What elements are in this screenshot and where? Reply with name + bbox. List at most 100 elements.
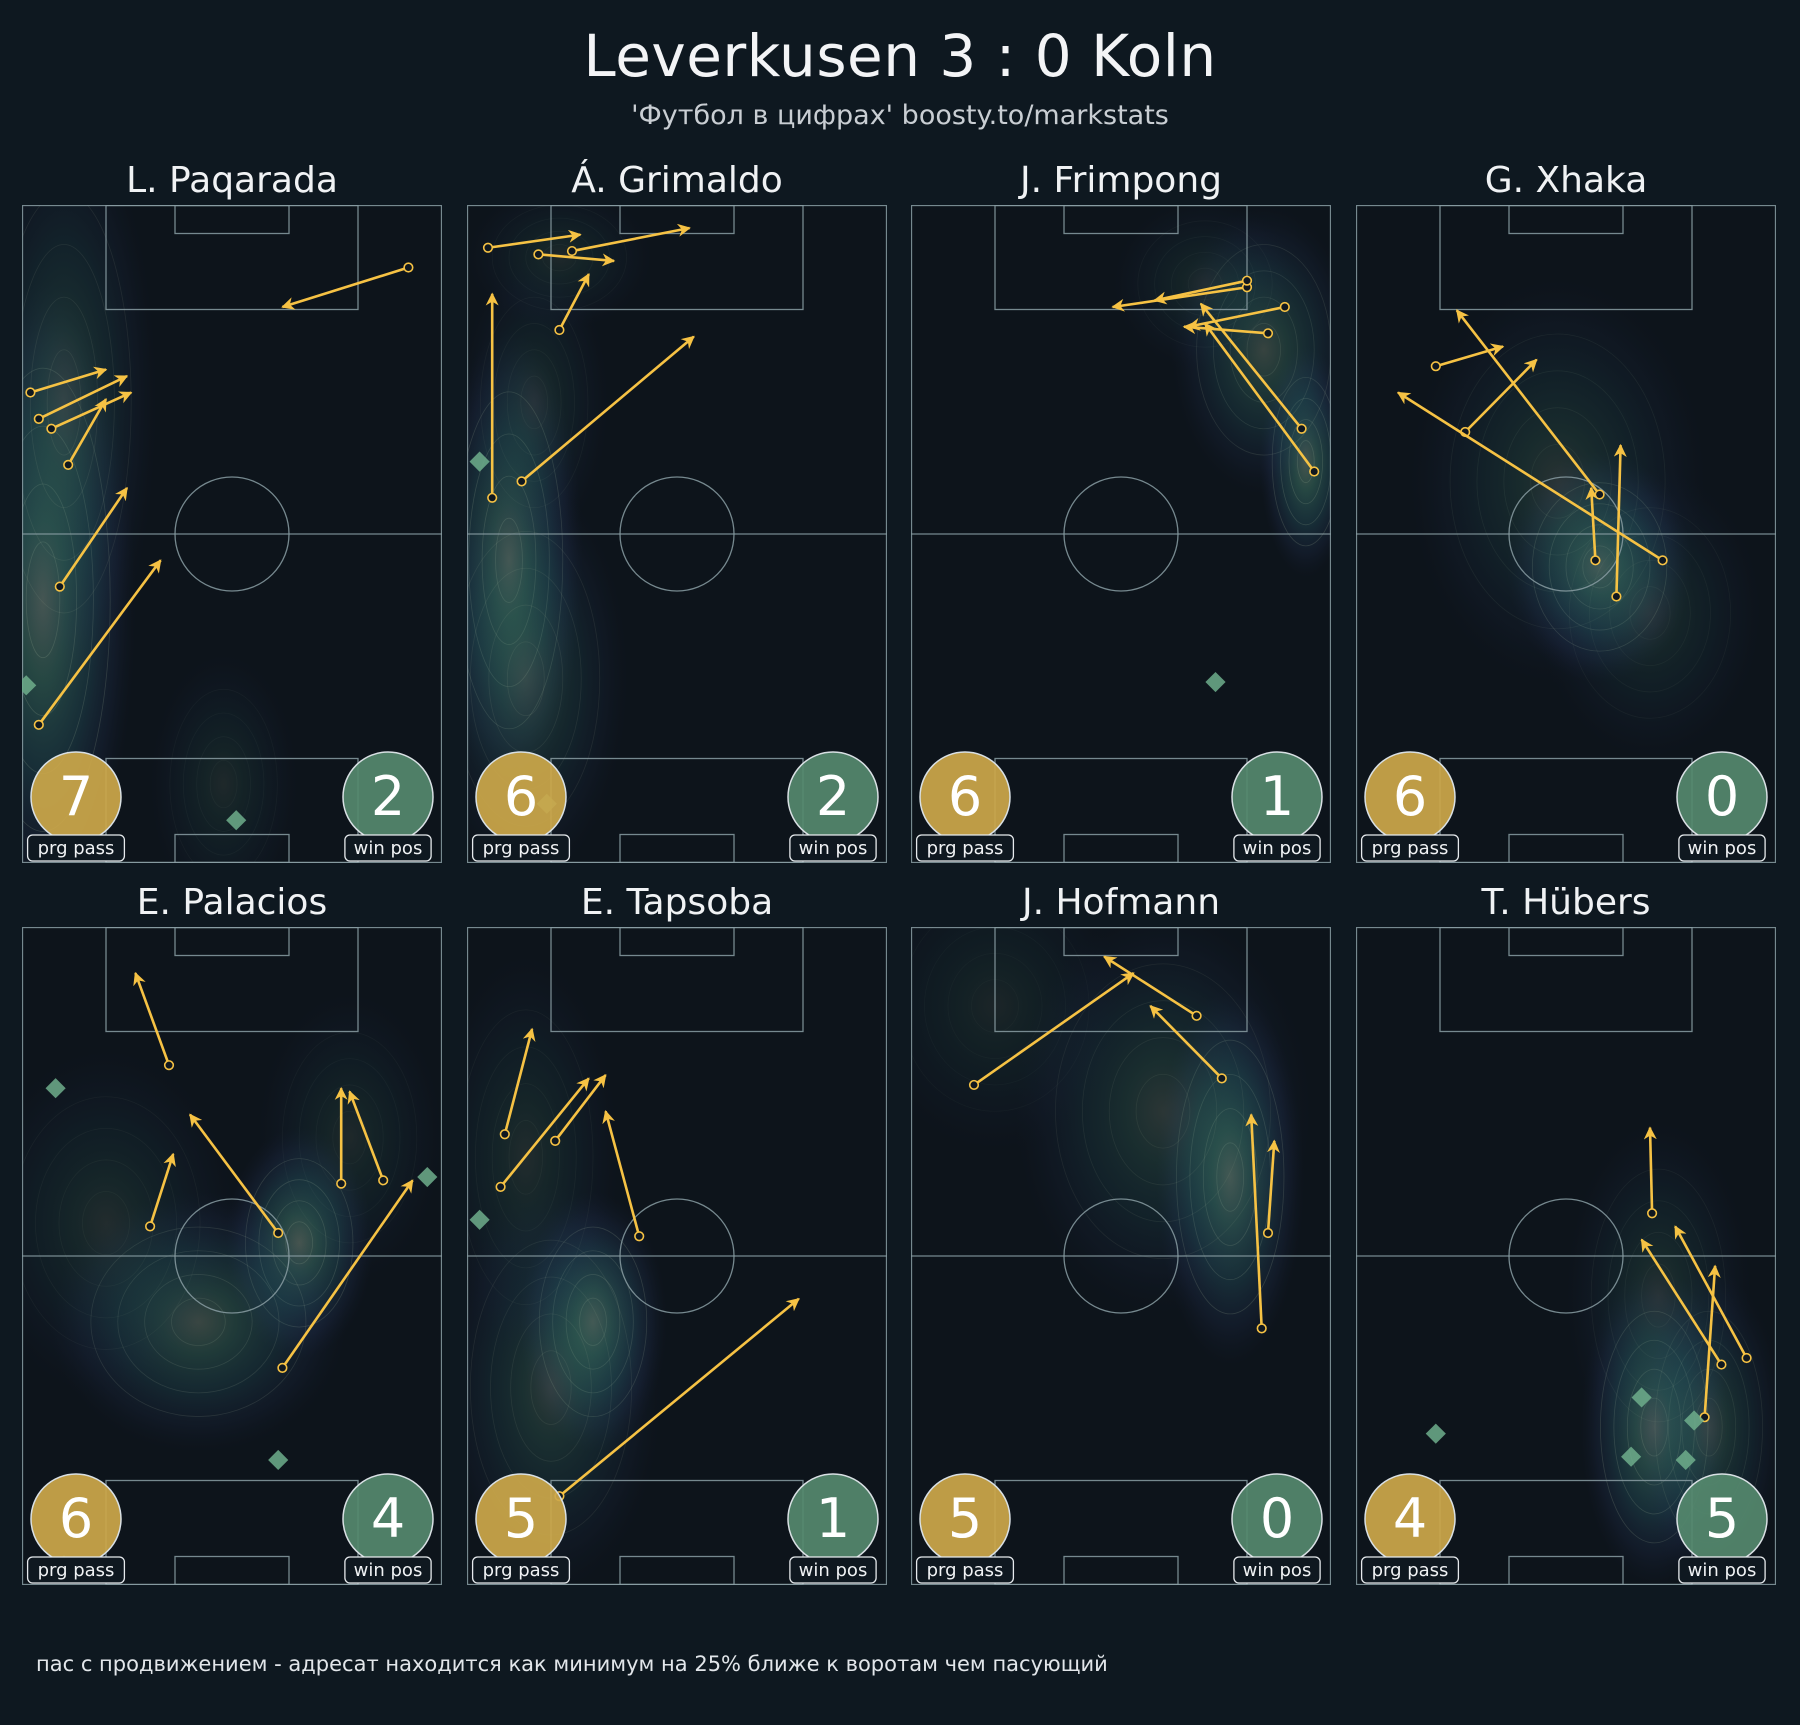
heat-contour [46, 349, 82, 456]
prg-pass-label-box [1360, 1556, 1460, 1584]
heat-contour [1624, 1231, 1693, 1360]
player-name: G. Xhaka [1484, 160, 1648, 201]
prg-pass-count: 6 [59, 1487, 93, 1550]
heat-contour [1137, 220, 1273, 348]
win-pos-marker [268, 1449, 289, 1471]
win-pos-label: win pos [354, 838, 423, 859]
heat-contour [1609, 559, 1691, 667]
progressive-passes [482, 223, 695, 503]
pass-arrow [1643, 1126, 1657, 1214]
pass-origin [1191, 1010, 1202, 1021]
footnote: пас с продвижением - адресат находится к… [36, 1652, 1108, 1676]
center-circle [1063, 1198, 1179, 1314]
top-six-yard-box [1508, 927, 1624, 957]
heat-contour [282, 1031, 418, 1244]
heat-contour [315, 1084, 384, 1191]
player-name: J. Frimpong [1019, 160, 1222, 201]
win-pos-label-box [1678, 834, 1766, 862]
chart-subtitle: 'Футбол в цифрах' boosty.to/markstats [631, 100, 1169, 131]
win-pos-marker [22, 675, 37, 696]
prg-pass-count: 6 [504, 765, 538, 828]
win-pos-count: 5 [1705, 1487, 1739, 1550]
pass-arrow [1266, 1139, 1280, 1234]
pass-origin [516, 476, 527, 487]
pass-arrow [1703, 1264, 1721, 1418]
pass-arrow [503, 1027, 536, 1135]
pitch-lines [22, 205, 442, 863]
win-pos-marker [1675, 1449, 1696, 1471]
won-possessions [1205, 671, 1226, 693]
pass-origin [54, 581, 65, 592]
heat-contour [22, 244, 115, 561]
win-pos-badge: 5 win pos [1676, 1473, 1768, 1584]
heat-contour [182, 712, 265, 856]
chart-title: Leverkusen 3 : 0 Koln [583, 22, 1217, 90]
heat-contour [491, 1083, 560, 1232]
prg-pass-badge: 5 prg pass [915, 1473, 1015, 1584]
center-circle [174, 476, 290, 592]
pass-origin [145, 1221, 156, 1232]
bottom-six-yard-box [174, 833, 290, 863]
heat-contour [467, 1009, 594, 1306]
heat-contour [1108, 1037, 1218, 1186]
prg-pass-count: 5 [948, 1487, 982, 1550]
pass-origin [277, 1362, 288, 1373]
prg-pass-badge: 6 prg pass [471, 751, 571, 862]
pass-arrow [499, 1077, 590, 1188]
win-pos-label: win pos [1243, 838, 1312, 859]
pass-origin [1594, 489, 1605, 500]
progressive-passes [1640, 1126, 1752, 1423]
pass-origin [403, 262, 414, 273]
prg-pass-badge: 6 prg pass [915, 751, 1015, 862]
win-pos-count: 2 [371, 765, 405, 828]
player-name: T. Hübers [1481, 882, 1651, 923]
pass-arrow [1245, 1113, 1263, 1329]
heat-contour [520, 375, 549, 430]
win-pos-label: win pos [1688, 838, 1757, 859]
win-pos-count: 0 [1705, 765, 1739, 828]
heatmap [1112, 205, 1331, 578]
pass-arrow [602, 1109, 641, 1237]
pass-origin [46, 423, 57, 434]
center-circle [619, 476, 735, 592]
win-pos-label-box [344, 834, 432, 862]
pass-origin [33, 413, 44, 424]
heat-contour [169, 688, 278, 863]
prg-pass-badge: 6 prg pass [1360, 751, 1460, 862]
pass-arrow [1153, 279, 1248, 305]
heatmap [467, 205, 652, 863]
win-pos-marker [1684, 1410, 1705, 1431]
heat-blob [22, 205, 157, 692]
win-pos-count: 0 [1260, 1487, 1294, 1550]
pass-arrow [1674, 1225, 1748, 1359]
win-pos-count: 4 [371, 1487, 405, 1550]
player-name: E. Tapsoba [580, 882, 774, 923]
pass-origin [33, 719, 44, 730]
win-pos-badge: 1 win pos [1231, 751, 1323, 862]
prg-pass-label-box [915, 1556, 1015, 1584]
pass-arrow [520, 335, 695, 483]
pass-origin [273, 1227, 284, 1239]
prg-pass-label: prg pass [483, 1560, 560, 1581]
win-pos-badge: 0 win pos [1231, 1473, 1323, 1584]
prg-pass-label-box [1360, 834, 1460, 862]
prg-pass-badge: 7 prg pass [26, 751, 126, 862]
pass-arrow [58, 486, 129, 588]
bottom-six-yard-box [1508, 833, 1624, 863]
heat-contour [1568, 507, 1732, 719]
pass-arrow [281, 266, 409, 310]
prg-pass-count: 5 [504, 1487, 538, 1550]
pass-arrow [1182, 321, 1269, 335]
pass-origin [482, 242, 494, 253]
pitch-plot: 5 prg pass 1 win pos [467, 927, 887, 1585]
player-name: J. Hofmann [1021, 882, 1221, 923]
prg-pass-label-box [471, 834, 571, 862]
win-pos-label-box [1678, 1556, 1766, 1584]
prg-pass-label: prg pass [38, 1560, 115, 1581]
pitch-plot: 6 prg pass 4 win pos [22, 927, 442, 1585]
pass-origin [533, 249, 544, 260]
pass-arrow [1464, 358, 1538, 433]
pass-arrow [973, 971, 1135, 1086]
pass-arrow [148, 1152, 176, 1227]
